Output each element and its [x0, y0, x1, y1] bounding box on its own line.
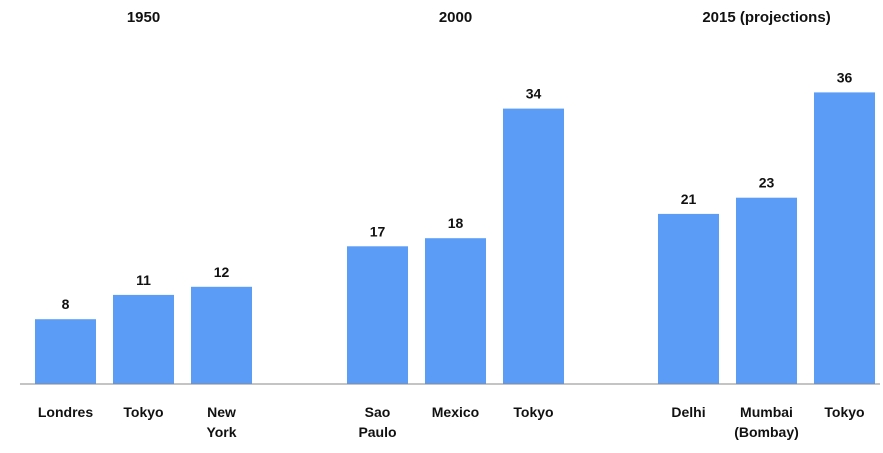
- group-title: 1950: [127, 9, 160, 26]
- value-label: 23: [759, 175, 775, 191]
- bar: [191, 286, 252, 384]
- bar: [736, 197, 797, 384]
- category-label: Tokyo: [513, 404, 553, 420]
- value-label: 12: [214, 264, 230, 280]
- bar: [503, 108, 564, 384]
- value-label: 36: [837, 69, 853, 85]
- category-label: Paulo: [358, 424, 396, 440]
- value-label: 11: [136, 272, 151, 288]
- group-title: 2000: [439, 9, 472, 26]
- category-label: Tokyo: [123, 404, 163, 420]
- category-label: Sao: [365, 404, 391, 420]
- category-label: Delhi: [671, 404, 705, 420]
- bar: [113, 294, 174, 384]
- category-label: Londres: [38, 404, 93, 420]
- value-label: 8: [62, 296, 70, 312]
- category-label: New: [207, 404, 236, 420]
- category-label: York: [206, 424, 236, 440]
- group-title: 2015 (projections): [702, 9, 830, 26]
- bar: [347, 246, 408, 384]
- value-label: 34: [526, 86, 542, 102]
- bar: [814, 92, 875, 385]
- category-label: Mexico: [432, 404, 479, 420]
- category-label: (Bombay): [734, 424, 799, 440]
- bar: [35, 319, 96, 384]
- category-label: Tokyo: [824, 404, 864, 420]
- value-label: 21: [681, 191, 697, 207]
- bar: [658, 213, 719, 384]
- value-label: 18: [448, 215, 464, 231]
- bar: [425, 238, 486, 384]
- value-label: 17: [370, 223, 386, 239]
- category-label: Mumbai: [740, 404, 793, 420]
